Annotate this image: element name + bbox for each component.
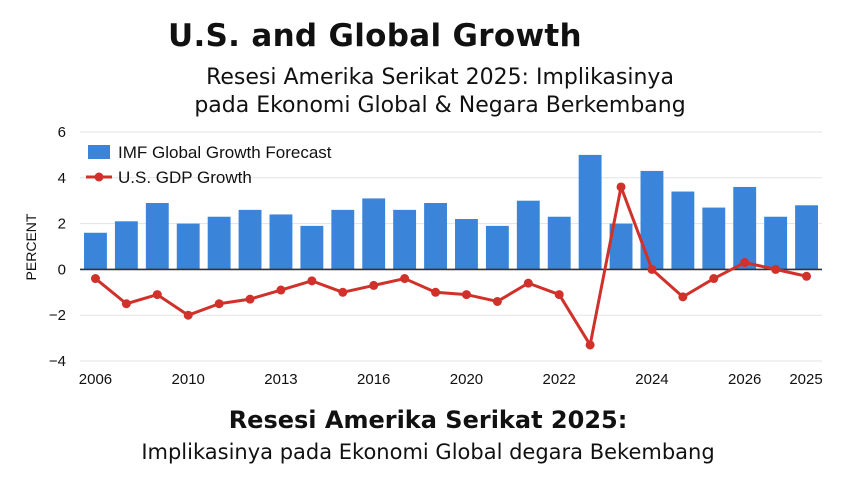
chart-subtitle: Resesi Amerika Serikat 2025: Implikasiny… [90,64,790,120]
footer-subtitle: Implikasinya pada Ekonomi Global degara … [141,440,715,464]
bar [114,221,138,270]
bar [362,198,386,270]
us-gdp-point [121,299,131,309]
y-axis-label: PERCENT [23,213,39,280]
x-tick-label: 2013 [264,371,297,388]
subtitle-line-1: Resesi Amerika Serikat 2025: Implikasiny… [206,65,674,90]
us-gdp-point [492,296,502,306]
x-tick-label: 2025 [789,371,822,388]
us-gdp-point [307,276,317,286]
us-gdp-point [400,274,410,284]
us-gdp-point [647,264,657,274]
x-tick-label: 2006 [79,371,112,388]
bar [702,207,726,270]
us-gdp-point [771,264,781,274]
us-gdp-point [152,290,162,300]
us-gdp-point [183,310,193,320]
us-gdp-point [369,280,379,290]
y-tick-label: 6 [58,124,66,141]
x-axis-ticks: 2006 2010 2013 2016 2020 2022 2024 2026 2025 [79,371,823,388]
subtitle-line-2: pada Ekonomi Global & Negara Berkembang [194,93,686,118]
line-series [90,182,812,350]
legend-bar-label: IMF Global Growth Forecast [118,143,332,162]
bar [269,214,293,270]
bar [176,223,200,270]
us-gdp-point [678,292,688,302]
us-gdp-point [90,274,100,284]
us-gdp-point [740,258,750,268]
bar [207,216,231,270]
us-gdp-point [338,287,348,297]
us-gdp-point [523,278,533,288]
x-tick-label: 2020 [450,371,483,388]
legend-bar-swatch [88,145,110,159]
bar [578,154,602,270]
bar [671,191,695,270]
y-tick-label: −2 [49,307,66,324]
bar [795,205,818,270]
bar [640,170,664,270]
us-gdp-point [276,285,286,295]
bar [238,209,262,270]
us-gdp-point [802,271,812,281]
legend-line-label: U.S. GDP Growth [118,168,252,187]
bar [609,223,633,270]
bar-series [84,154,818,270]
y-tick-label: 0 [58,261,66,278]
x-tick-label: 2026 [728,371,761,388]
x-tick-label: 2022 [543,371,576,388]
bar [547,216,571,270]
bar [733,186,757,270]
y-tick-label: 2 [58,216,66,233]
bar [424,202,447,270]
bar [455,219,478,270]
chart-title: U.S. and Global Growth [168,18,582,54]
y-tick-label: 4 [58,170,66,187]
legend: IMF Global Growth Forecast U.S. GDP Growt… [86,143,332,187]
x-tick-label: 2016 [357,371,390,388]
bar [331,209,355,270]
us-gdp-point [585,340,595,350]
bar [393,209,417,270]
legend-line-marker [94,172,104,182]
bar [485,225,509,270]
x-tick-label: 2010 [172,371,205,388]
bar [84,232,107,270]
footer-title: Resesi Amerika Serikat 2025: [228,406,628,434]
bar [764,216,788,270]
us-gdp-point [245,294,255,304]
us-gdp-point [214,299,224,309]
us-gdp-point [709,274,719,284]
us-gdp-line [94,185,807,347]
x-tick-label: 2024 [635,371,668,388]
grid-lines [80,131,822,362]
y-axis-ticks: 6 4 2 0 −2 −4 [49,124,66,370]
us-gdp-point [554,290,564,300]
us-gdp-point [431,287,441,297]
growth-chart: 6 4 2 0 −2 −4 2006 2010 2013 2016 2020 2022 2024 202… [23,124,823,388]
bar [516,200,540,270]
y-tick-label: −4 [49,353,66,370]
bar [300,225,324,270]
bar [145,202,169,270]
us-gdp-point [616,182,626,192]
us-gdp-point [461,290,471,300]
